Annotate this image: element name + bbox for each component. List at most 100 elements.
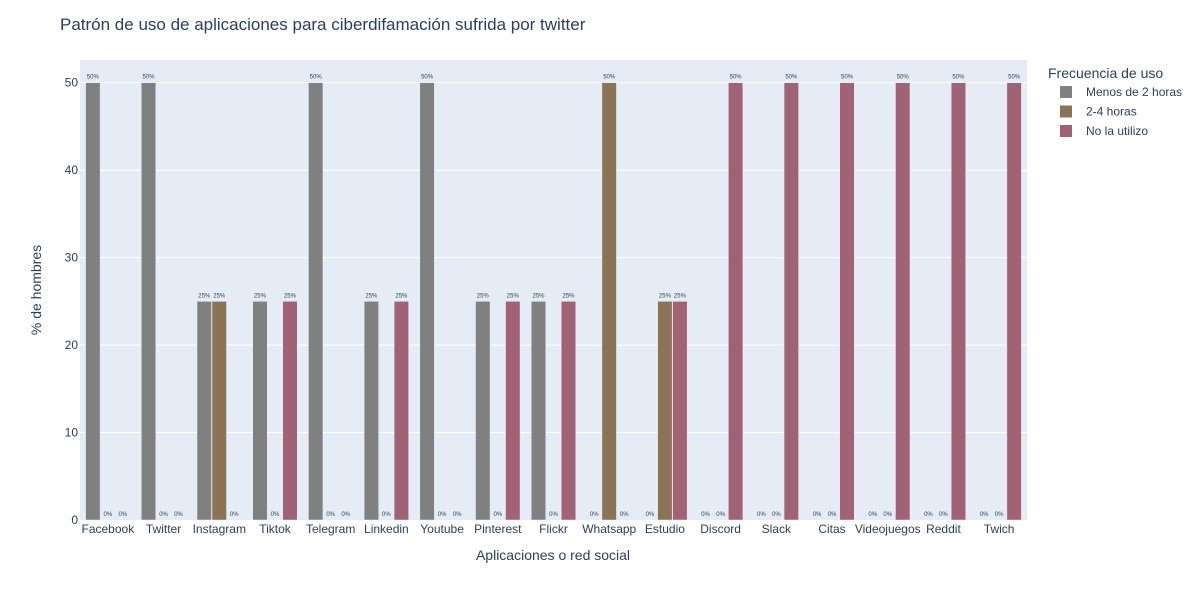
bar [282, 301, 298, 521]
bar [252, 301, 268, 521]
bar-value-label: 50% [1008, 75, 1021, 81]
bar-value-label: 25% [562, 293, 575, 299]
bar [561, 301, 576, 521]
bar [363, 301, 379, 521]
bar-value-label: 0% [646, 512, 655, 518]
bar [531, 301, 546, 521]
bar-value-label: 0% [980, 512, 989, 518]
bar-value-label: 0% [883, 512, 892, 518]
bar-value-label: 0% [995, 512, 1004, 518]
bar [601, 82, 617, 521]
bar-value-label: 0% [341, 512, 350, 518]
y-tick-label: 50 [65, 76, 79, 90]
legend-item-label: No la utilizo [1086, 124, 1148, 138]
bar [141, 82, 157, 521]
bar-value-label: 50% [87, 75, 100, 81]
bar-value-label: 0% [813, 512, 822, 518]
bar-value-label: 25% [395, 293, 408, 299]
bar-value-label: 25% [365, 293, 378, 299]
legend-item-label: 2-4 horas [1086, 105, 1137, 119]
bar-value-label: 50% [841, 75, 854, 81]
bar-value-label: 0% [924, 512, 933, 518]
bar [672, 301, 688, 521]
bar-value-label: 0% [757, 512, 766, 518]
bar-value-label: 0% [438, 512, 447, 518]
bar-labels: 50%0% 0%50%0% 0%25% 25%0%25%0%25%50%0% 0%25%… [87, 75, 1021, 518]
bar [85, 82, 101, 521]
bar-value-label: 0% [119, 512, 128, 518]
bar [657, 301, 673, 521]
bar-value-label: 0% [549, 512, 558, 518]
x-tick-label: Twitter [146, 522, 181, 536]
bar-value-label: 25% [213, 293, 226, 299]
x-tick-label: Flickr [539, 522, 568, 536]
bar-value-label: 0% [939, 512, 948, 518]
x-tick-label: Slack [762, 522, 792, 536]
bar-value-label: 50% [603, 75, 616, 81]
bar-value-label: 25% [198, 293, 211, 299]
legend: Frecuencia de uso Menos de 2 horas 2-4 ho… [1048, 65, 1182, 138]
legend-swatch [1060, 86, 1072, 98]
bar-value-label: 0% [772, 512, 781, 518]
bar-value-label: 0% [326, 512, 335, 518]
y-axis-title: % de hombres [28, 245, 44, 335]
legend-swatch [1060, 125, 1072, 137]
x-tick-label: Facebook [82, 522, 136, 536]
bar [895, 82, 911, 521]
bar-value-label: 0% [493, 512, 502, 518]
x-tick-label: Telegram [306, 522, 355, 536]
x-tick-label: Videojuegos [855, 522, 921, 536]
y-tick-label: 10 [65, 426, 79, 440]
bar [419, 82, 435, 521]
bar [839, 82, 855, 521]
x-tick-label: Tiktok [259, 522, 292, 536]
bars [85, 82, 1022, 521]
bar-value-label: 0% [271, 512, 280, 518]
bar-value-label: 25% [532, 293, 545, 299]
grid [80, 82, 1027, 434]
chart-title: Patrón de uso de aplicaciones para ciber… [60, 15, 586, 34]
bar-value-label: 50% [730, 75, 743, 81]
y-tick-label: 0 [71, 513, 78, 527]
bar-value-label: 0% [174, 512, 183, 518]
bar [505, 301, 521, 521]
x-tick-label: Linkedin [364, 522, 409, 536]
x-tick-label: Pinterest [474, 522, 522, 536]
y-tick-label: 30 [65, 251, 79, 265]
plot-background [80, 60, 1027, 520]
bar [196, 301, 212, 521]
bar-value-label: 0% [590, 512, 599, 518]
legend-item-label: Menos de 2 horas [1086, 85, 1182, 99]
bar-value-label: 0% [716, 512, 725, 518]
x-tick-label: Citas [818, 522, 845, 536]
bar-value-label: 0% [104, 512, 113, 518]
y-ticks: 0 10 20 30 40 50 [65, 76, 79, 527]
y-tick-label: 40 [65, 163, 79, 177]
bar-value-label: 25% [659, 293, 672, 299]
bar-value-label: 25% [284, 293, 297, 299]
x-ticks: Facebook Twitter Instagram Tiktok Telegram Li… [82, 522, 1015, 536]
bar-value-label: 50% [143, 75, 156, 81]
bar [475, 301, 491, 521]
x-tick-label: Twich [984, 522, 1015, 536]
x-tick-label: Reddit [926, 522, 961, 536]
bar-value-label: 50% [421, 75, 434, 81]
x-tick-label: Estudio [645, 522, 685, 536]
bar-value-label: 0% [453, 512, 462, 518]
bar-value-label: 25% [674, 293, 687, 299]
bar [1006, 82, 1022, 521]
bar [211, 301, 227, 521]
bar-value-label: 0% [159, 512, 168, 518]
x-axis-title: Aplicaciones o red social [476, 547, 630, 563]
bar-value-label: 0% [382, 512, 391, 518]
legend-title: Frecuencia de uso [1048, 65, 1163, 81]
bar-value-label: 0% [230, 512, 239, 518]
legend-swatch [1060, 105, 1072, 118]
bar-value-label: 0% [868, 512, 877, 518]
x-tick-label: Youtube [420, 522, 464, 536]
bar-value-label: 50% [785, 75, 798, 81]
bar-value-label: 0% [620, 512, 629, 518]
bar-value-label: 0% [828, 512, 837, 518]
bar-value-label: 25% [254, 293, 267, 299]
